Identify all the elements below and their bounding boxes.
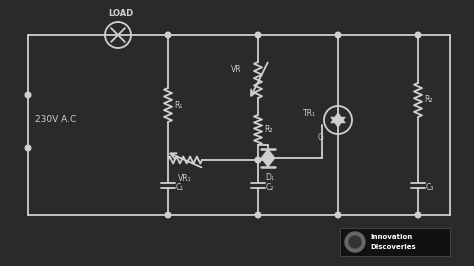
Text: Discoveries: Discoveries [370, 244, 416, 250]
Circle shape [265, 157, 271, 163]
FancyBboxPatch shape [340, 228, 450, 256]
Polygon shape [331, 117, 345, 127]
Polygon shape [261, 149, 275, 158]
Polygon shape [261, 158, 275, 167]
Text: VR₁: VR₁ [178, 174, 192, 183]
Circle shape [335, 212, 341, 218]
Text: R₂: R₂ [424, 95, 432, 105]
Circle shape [25, 92, 31, 98]
Text: Innovation: Innovation [370, 234, 412, 240]
Circle shape [25, 145, 31, 151]
Circle shape [415, 212, 421, 218]
Text: VR: VR [231, 65, 242, 74]
Circle shape [345, 232, 365, 252]
Text: R₁: R₁ [174, 101, 182, 110]
Text: D₁: D₁ [265, 173, 274, 182]
Polygon shape [331, 113, 345, 123]
Text: LOAD: LOAD [109, 9, 134, 18]
Circle shape [255, 157, 261, 163]
Circle shape [255, 212, 261, 218]
Circle shape [165, 32, 171, 38]
Text: R₂: R₂ [264, 126, 273, 135]
Circle shape [349, 236, 361, 248]
Text: 230V A.C: 230V A.C [35, 115, 76, 124]
Text: C₁: C₁ [176, 182, 184, 192]
Text: C₂: C₂ [266, 182, 274, 192]
Text: TR₁: TR₁ [303, 110, 316, 118]
Circle shape [255, 32, 261, 38]
Text: C₃: C₃ [426, 182, 434, 192]
Text: G: G [318, 133, 324, 142]
Circle shape [165, 212, 171, 218]
Circle shape [415, 32, 421, 38]
Circle shape [335, 32, 341, 38]
